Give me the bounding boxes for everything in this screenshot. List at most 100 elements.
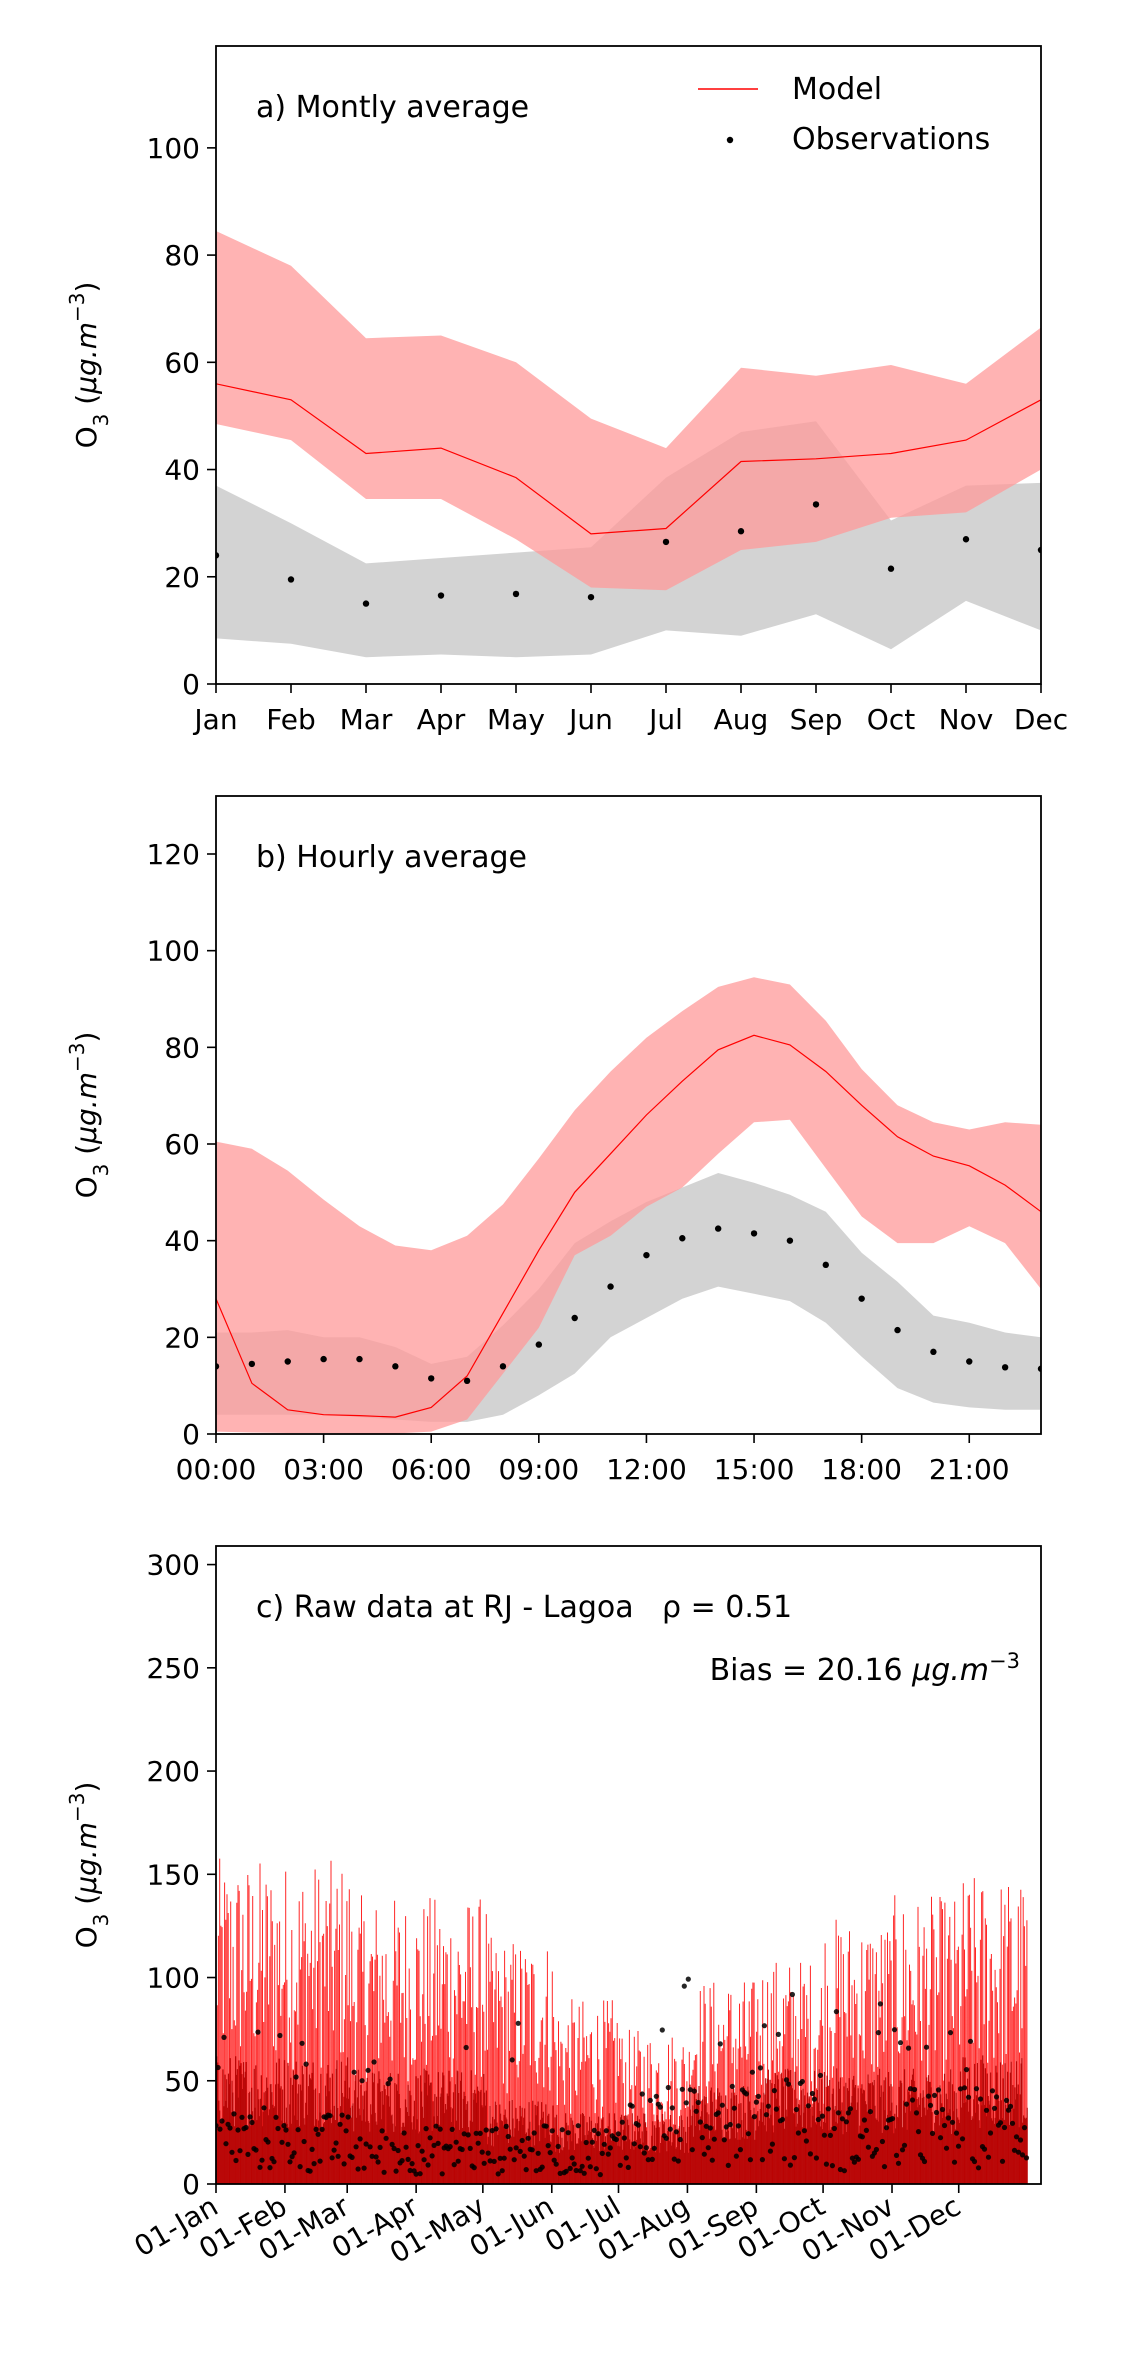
panel-c-observation-point (761, 2023, 768, 2029)
panel-c-observation-point (569, 2155, 575, 2161)
panel-c-observation-point (861, 2117, 868, 2123)
panel-c-observation-point (577, 2168, 583, 2174)
panel-b-observation-point (428, 1375, 435, 1382)
panel-c-observation-point (927, 2102, 934, 2108)
panel-b-xtick-label: 21:00 (929, 1453, 1010, 1486)
panel-c-observation-point (327, 2113, 333, 2119)
panel-b-xtick-label: 15:00 (714, 1453, 795, 1486)
panel-c-observation-point (503, 2123, 509, 2129)
panel-c-observation-point (339, 2112, 345, 2118)
panel-c-observation-point (507, 2146, 513, 2152)
panel-c-observation-point (907, 2086, 914, 2092)
panel-b-frame (215, 795, 1042, 1435)
panel-c-observation-point (381, 2169, 387, 2175)
panel-c-rho: ρ = 0.51 (662, 1590, 792, 1625)
panel-c-observation-point (913, 2110, 920, 2116)
panel-c-observation-point (245, 2151, 251, 2157)
panel-c-observation-point (939, 2106, 946, 2113)
panel-c-observation-point (313, 2126, 319, 2132)
panel-c-observation-point (477, 2130, 483, 2136)
panel-c-observation-point (933, 2109, 940, 2116)
panel-b-ytick-label: 120 (147, 838, 200, 871)
panel-c-observation-point (895, 2160, 902, 2166)
panel-c-observation-point (841, 2168, 848, 2174)
panel-c-observation-point (691, 2088, 697, 2094)
panel-c-observation-point (613, 2136, 619, 2143)
panel-c-observation-point (479, 2149, 485, 2155)
panel-a-model-line (216, 383, 1041, 535)
panel-c-ytick-label: 300 (147, 1549, 200, 1582)
panel-a-xtick-label: Apr (417, 703, 466, 736)
panel-b-observation-point (858, 1295, 865, 1302)
panel-c-observation-point (233, 2157, 239, 2164)
panel-c-observation-point (963, 2067, 970, 2073)
panel-b-observation-point (966, 1358, 973, 1365)
panel-c-observation-point (483, 2127, 489, 2133)
panel-c-observation-point (581, 2170, 587, 2176)
panel-c-observation-point (985, 2154, 992, 2160)
panel-a-ytick-label: 60 (164, 346, 200, 379)
panel-c-observation-point (619, 2119, 625, 2125)
panel-c-observation-point (865, 2144, 872, 2150)
panel-c-observation-point (901, 2142, 908, 2148)
panel-c-observation-point (301, 2138, 307, 2145)
panel-c-observation-point (351, 2069, 357, 2075)
panel-c-observation-point (511, 2157, 517, 2163)
panel-c-observation-point (929, 2130, 936, 2136)
panel-b-xtick-label: 18:00 (821, 1453, 902, 1486)
panel-c-observation-point (703, 2123, 709, 2129)
panel-c-observation-point (449, 2126, 455, 2132)
panel-c-observation-point (1009, 2120, 1016, 2126)
panel-c-observation-point (905, 2045, 912, 2051)
panel-c-observation-point (509, 2057, 515, 2063)
panel-c-observation-point (721, 2137, 727, 2143)
panel-c-observation-point (355, 2166, 361, 2172)
panel-c-observation-point (987, 2130, 994, 2136)
panel-c-observation-point (823, 2161, 830, 2167)
panel-b-model-band (216, 977, 1041, 1434)
panel-c-observation-point (769, 2141, 776, 2147)
panel-c-observation-point (1013, 2134, 1020, 2140)
legend-model-label: Model (792, 72, 882, 107)
panel-c-observation-point (665, 2084, 671, 2091)
panel-c-observation-point (1019, 2152, 1026, 2158)
panel-c-observation-point (533, 2168, 539, 2174)
panel-b-observation-point (463, 1377, 471, 1385)
panel-c-frame (215, 1545, 1042, 2185)
panel-c-observation-point (311, 2161, 317, 2167)
panel-c-observation-point (607, 2145, 613, 2151)
panel-b-ytick-label: 40 (164, 1225, 200, 1258)
panel-c-observation-point (229, 2149, 235, 2155)
panel-c-observation-point (267, 2165, 273, 2171)
panel-a-observation-point (437, 592, 445, 599)
panel-c-observation-point (455, 2158, 461, 2164)
panel-c-observation-point (959, 2136, 966, 2142)
panel-c-observation-point (515, 2020, 521, 2026)
panel-c-observation-point (837, 2166, 844, 2173)
panel-a-model-band (216, 231, 1041, 591)
panel-c-observation-point (571, 2161, 577, 2167)
panel-c-observation-point (955, 2143, 962, 2149)
panel-c-observation-point (375, 2159, 381, 2165)
panel-a-xtick-label: Jun (567, 703, 613, 736)
panel-c-observation-point (705, 2145, 711, 2151)
panel-c-observation-point (973, 2086, 980, 2092)
panel-c-observation-point (971, 2158, 978, 2165)
panel-b-annotation: b) Hourly average (256, 840, 527, 875)
panel-c-observation-point (431, 2142, 437, 2148)
panel-c-observation-point (749, 2069, 756, 2075)
panel-c-observation-point (481, 2160, 487, 2166)
panel-a-xtick-label: Dec (1014, 703, 1068, 736)
panel-c-observation-point (675, 2158, 681, 2164)
panel-c-observation-point (335, 2153, 341, 2159)
panel-c-observation-point (283, 2127, 289, 2133)
panel-c-observation-point (409, 2161, 415, 2167)
panel-c-observation-point (641, 2150, 647, 2156)
panel-c-observation-point (893, 2152, 900, 2158)
panel-c-observation-point (271, 2159, 277, 2165)
panel-c-observation-point (563, 2168, 569, 2174)
panel-c-observation-point (493, 2126, 499, 2132)
panel-b-observation-point (750, 1230, 758, 1237)
panel-a-xtick-label: Nov (939, 703, 994, 736)
